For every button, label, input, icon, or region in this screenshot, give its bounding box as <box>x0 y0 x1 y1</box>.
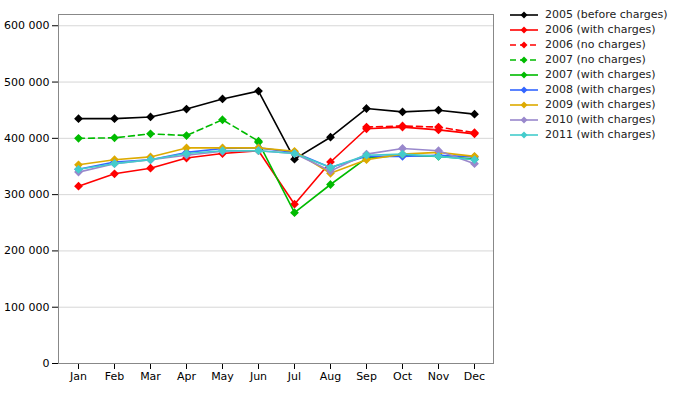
svg-text:Jul: Jul <box>287 370 301 383</box>
svg-text:400 000: 400 000 <box>4 132 50 145</box>
svg-text:Apr: Apr <box>177 370 197 383</box>
svg-text:Jun: Jun <box>249 370 267 383</box>
svg-text:Feb: Feb <box>105 370 124 383</box>
html-text:2009 (with charges): 2009 (with charges) <box>545 98 656 111</box>
html-text:2011 (with charges): 2011 (with charges) <box>545 128 656 141</box>
svg-text:Dec: Dec <box>464 370 485 383</box>
html-text:2006 (no charges): 2006 (no charges) <box>545 38 646 51</box>
svg-text:300 000: 300 000 <box>4 188 50 201</box>
html-text:2007 (with charges): 2007 (with charges) <box>545 68 656 81</box>
svg-text:100 000: 100 000 <box>4 301 50 314</box>
svg-text:Oct: Oct <box>393 370 413 383</box>
svg-text:600 000: 600 000 <box>4 19 50 32</box>
svg-text:May: May <box>211 370 234 383</box>
html-text:2008 (with charges): 2008 (with charges) <box>545 83 656 96</box>
html-text:2006 (with charges): 2006 (with charges) <box>545 23 656 36</box>
html-text:2005 (before charges): 2005 (before charges) <box>545 8 668 21</box>
svg-text:Sep: Sep <box>356 370 377 383</box>
svg-text:0: 0 <box>43 357 50 370</box>
svg-text:Aug: Aug <box>320 370 341 383</box>
svg-text:Jan: Jan <box>69 370 87 383</box>
svg-text:Nov: Nov <box>428 370 450 383</box>
svg-text:500 000: 500 000 <box>4 76 50 89</box>
html-text:2010 (with charges): 2010 (with charges) <box>545 113 656 126</box>
svg-text:200 000: 200 000 <box>4 244 50 257</box>
html-text:2007 (no charges): 2007 (no charges) <box>545 53 646 66</box>
svg-text:Mar: Mar <box>140 370 161 383</box>
